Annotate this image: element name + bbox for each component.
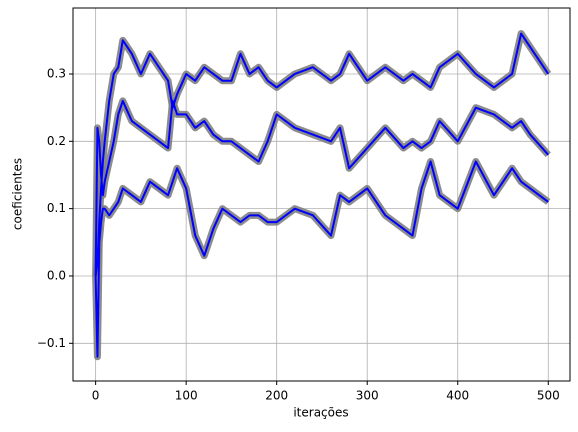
- plot-frame: [72, 7, 571, 382]
- x-tick-label: 200: [265, 389, 288, 403]
- x-tick-label: 300: [356, 389, 379, 403]
- line: [94, 160, 549, 358]
- line-halo: [92, 30, 552, 277]
- line: [94, 99, 550, 276]
- x-tick-label: 500: [537, 389, 560, 403]
- y-axis-label: coeficientes: [11, 158, 25, 230]
- x-tick-label: 0: [92, 389, 100, 403]
- y-tick-label: 0.3: [47, 66, 66, 80]
- line: [94, 32, 550, 277]
- y-tick-label: −0.1: [37, 336, 66, 350]
- x-tick-label: 400: [446, 389, 469, 403]
- x-tick-label: 100: [175, 389, 198, 403]
- y-tick-label: 0.0: [47, 268, 66, 282]
- x-axis-label: iterações: [293, 406, 348, 420]
- y-tick-label: 0.2: [47, 134, 66, 148]
- y-tick-label: 0.1: [47, 201, 66, 215]
